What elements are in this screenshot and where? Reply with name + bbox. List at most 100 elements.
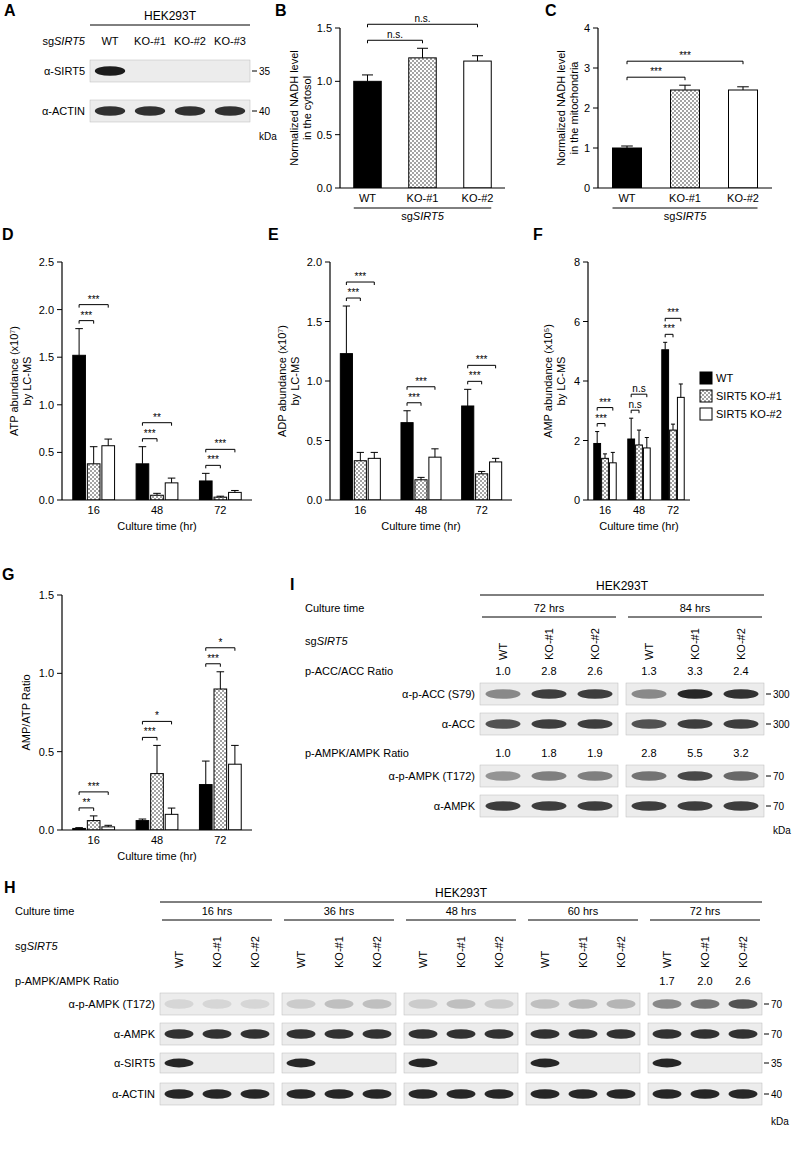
sig-label: *** xyxy=(144,726,156,737)
marks xyxy=(73,672,241,830)
band xyxy=(578,689,613,699)
antibody-label: α-ACTIN xyxy=(42,105,85,117)
mw-label: 300 xyxy=(773,689,790,700)
bar xyxy=(136,464,149,500)
mw-tick xyxy=(766,724,771,725)
bar xyxy=(613,148,642,188)
band xyxy=(578,801,613,811)
y-tick xyxy=(583,381,588,382)
band xyxy=(531,1029,560,1039)
y-tick xyxy=(57,751,62,752)
band xyxy=(724,801,759,811)
band xyxy=(325,1089,354,1099)
mw-tick xyxy=(764,1004,769,1005)
band xyxy=(531,1089,560,1099)
bar xyxy=(429,457,441,500)
error-bar xyxy=(104,825,112,827)
band xyxy=(447,1029,476,1039)
error-bar xyxy=(217,496,225,498)
bar xyxy=(199,785,212,830)
membrane xyxy=(526,1083,640,1105)
panel-letter: F xyxy=(533,226,543,243)
title-rule xyxy=(90,25,250,26)
error-bar xyxy=(168,808,176,814)
lane-label: KO-#2 xyxy=(737,936,749,968)
sig-bracket xyxy=(79,792,108,795)
band xyxy=(165,1029,194,1039)
error-bar xyxy=(357,452,364,460)
band xyxy=(241,1089,270,1099)
band xyxy=(287,999,316,1009)
bar xyxy=(643,448,650,500)
time-label: 36 hrs xyxy=(324,905,355,917)
band xyxy=(325,1029,354,1039)
blot-panel: IHEK293TCulture time72 hrs84 hrssgSIRT5W… xyxy=(290,576,791,836)
bar xyxy=(476,474,488,500)
y-tick-label: 4 xyxy=(574,375,580,387)
x-axis-label: sgSIRT5 xyxy=(664,210,707,222)
error-bar xyxy=(104,439,112,446)
mw-label: 70 xyxy=(771,999,783,1010)
error-bar xyxy=(202,473,210,481)
y-axis xyxy=(339,28,340,188)
ratio-value: 1.8 xyxy=(541,747,556,759)
x-tick-label: WT xyxy=(359,192,376,204)
error-bar xyxy=(231,490,239,492)
ratio-label: p-AMPK/AMPK Ratio xyxy=(305,747,409,759)
mw-label: 40 xyxy=(771,1089,783,1100)
band xyxy=(325,1059,354,1068)
sig-bracket xyxy=(206,465,221,468)
band xyxy=(363,1029,392,1039)
membrane xyxy=(526,993,640,1015)
sig-bracket xyxy=(142,423,171,426)
sig-bracket xyxy=(346,282,374,285)
band xyxy=(532,719,567,729)
sig-label: *** xyxy=(415,376,427,387)
bar xyxy=(609,463,616,500)
time-rule xyxy=(284,920,394,921)
y-tick-label: 1.0 xyxy=(307,375,322,387)
time-label: 72 hrs xyxy=(534,602,565,614)
blot-panel: AHEK293TsgSIRT5WTKO-#1KO-#2KO-#3α-SIRT53… xyxy=(4,2,277,142)
y-tick-label: 0.0 xyxy=(39,494,54,506)
group-rule xyxy=(613,208,758,209)
band xyxy=(203,1089,232,1099)
membrane xyxy=(282,993,396,1015)
lane-label: KO-#1 xyxy=(134,35,166,47)
band xyxy=(486,689,521,699)
panel-letter: A xyxy=(4,2,16,19)
mw-tick xyxy=(764,1063,769,1064)
y-tick-label: 2 xyxy=(584,102,590,114)
band xyxy=(724,689,759,699)
error-bar xyxy=(679,384,683,397)
sig-bracket xyxy=(665,318,681,321)
band xyxy=(287,1089,316,1099)
sig-label: n.s. xyxy=(414,13,430,24)
y-tick-label: 2.5 xyxy=(39,256,54,268)
band xyxy=(729,1029,758,1039)
legend-swatch xyxy=(700,390,712,402)
membrane xyxy=(480,795,618,817)
y-tick xyxy=(57,673,62,674)
time-rule xyxy=(650,920,760,921)
band xyxy=(409,1089,438,1099)
band xyxy=(653,1059,682,1068)
sig-label: *** xyxy=(469,370,481,381)
y-tick xyxy=(57,262,62,263)
band xyxy=(95,106,125,116)
prefix: sg xyxy=(15,940,27,952)
error-bar xyxy=(168,478,176,483)
sig-label: * xyxy=(218,637,222,648)
error-bar xyxy=(231,745,239,764)
band xyxy=(165,999,194,1009)
membrane xyxy=(648,1053,762,1073)
x-tick-label: KO-#1 xyxy=(407,192,439,204)
y-tick xyxy=(325,500,330,501)
x-axis xyxy=(62,829,252,830)
cell-line: HEK293T xyxy=(596,579,649,593)
sig-label: *** xyxy=(408,392,420,403)
sig-bracket xyxy=(407,403,421,406)
x-axis-label: Culture time (hr) xyxy=(381,520,460,532)
band xyxy=(447,1059,476,1068)
sig-label: *** xyxy=(476,354,488,365)
